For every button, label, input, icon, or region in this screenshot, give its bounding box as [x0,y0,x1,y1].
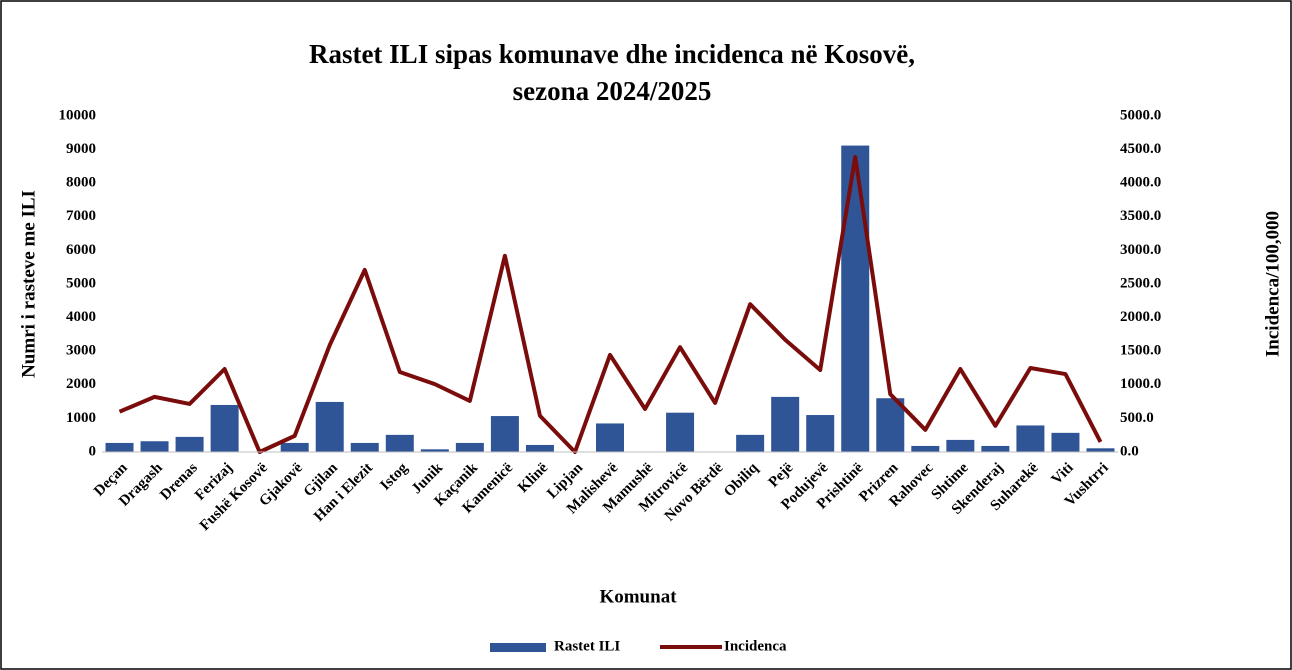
bar [876,398,905,452]
y-tick-label: 3000 [66,343,96,359]
bar [490,416,519,452]
y2-tick-label: 0.0 [1120,443,1139,459]
line [118,154,1103,454]
bar [210,404,239,452]
y2-axis-title: Incidenca/100,000 [1262,211,1283,357]
bar [1016,425,1045,452]
chart-title: sezona 2024/2025 [513,76,712,106]
bar [666,412,695,452]
y2-tick-label: 4000.0 [1120,175,1161,191]
bar [420,449,449,452]
bar [1051,432,1080,452]
bar [841,145,870,452]
bar [525,444,554,452]
legend-swatch [490,643,546,652]
bar [946,439,975,452]
y2-tick-label: 500.0 [1120,410,1154,426]
y2-tick-label: 5000.0 [1120,107,1161,123]
y-tick-label: 8000 [66,175,96,191]
bar [806,415,835,452]
y-tick-label: 9000 [66,141,96,157]
y-tick-label: 10000 [59,107,97,123]
bar [315,401,344,452]
y2-tick-label: 2500.0 [1120,275,1161,291]
x-axis-title: Komunat [599,586,677,607]
y-tick-label: 6000 [66,242,96,258]
y-tick-label: 1000 [66,410,96,426]
y2-tick-label: 3500.0 [1120,208,1161,224]
y2-tick-label: 4500.0 [1120,141,1161,157]
y-tick-label: 7000 [66,208,96,224]
y2-tick-label: 3000.0 [1120,242,1161,258]
bar [911,445,940,452]
bar [596,423,624,452]
y-tick-label: 2000 [66,376,96,392]
bar [1086,448,1115,452]
bar [736,434,765,452]
bar [175,436,204,452]
bar [105,442,134,452]
legend-label: Rastet ILI [554,638,620,654]
y2-tick-label: 1500.0 [1120,343,1161,359]
y-axis-title: Numri i rasteve me ILI [18,190,39,378]
y-tick-label: 5000 [66,275,96,291]
y2-tick-label: 2000.0 [1120,309,1161,325]
y2-tick-label: 1000.0 [1120,376,1161,392]
bar [455,442,484,452]
bar [350,442,379,452]
bar [771,396,800,452]
bar [385,434,414,452]
legend-label: Incidenca [724,638,787,654]
chart-title: Rastet ILI sipas komunave dhe incidenca … [309,39,915,69]
bar [140,441,169,452]
bar [981,445,1010,452]
y-tick-label: 0 [89,443,97,459]
bar [280,442,309,452]
y-tick-label: 4000 [66,309,96,325]
